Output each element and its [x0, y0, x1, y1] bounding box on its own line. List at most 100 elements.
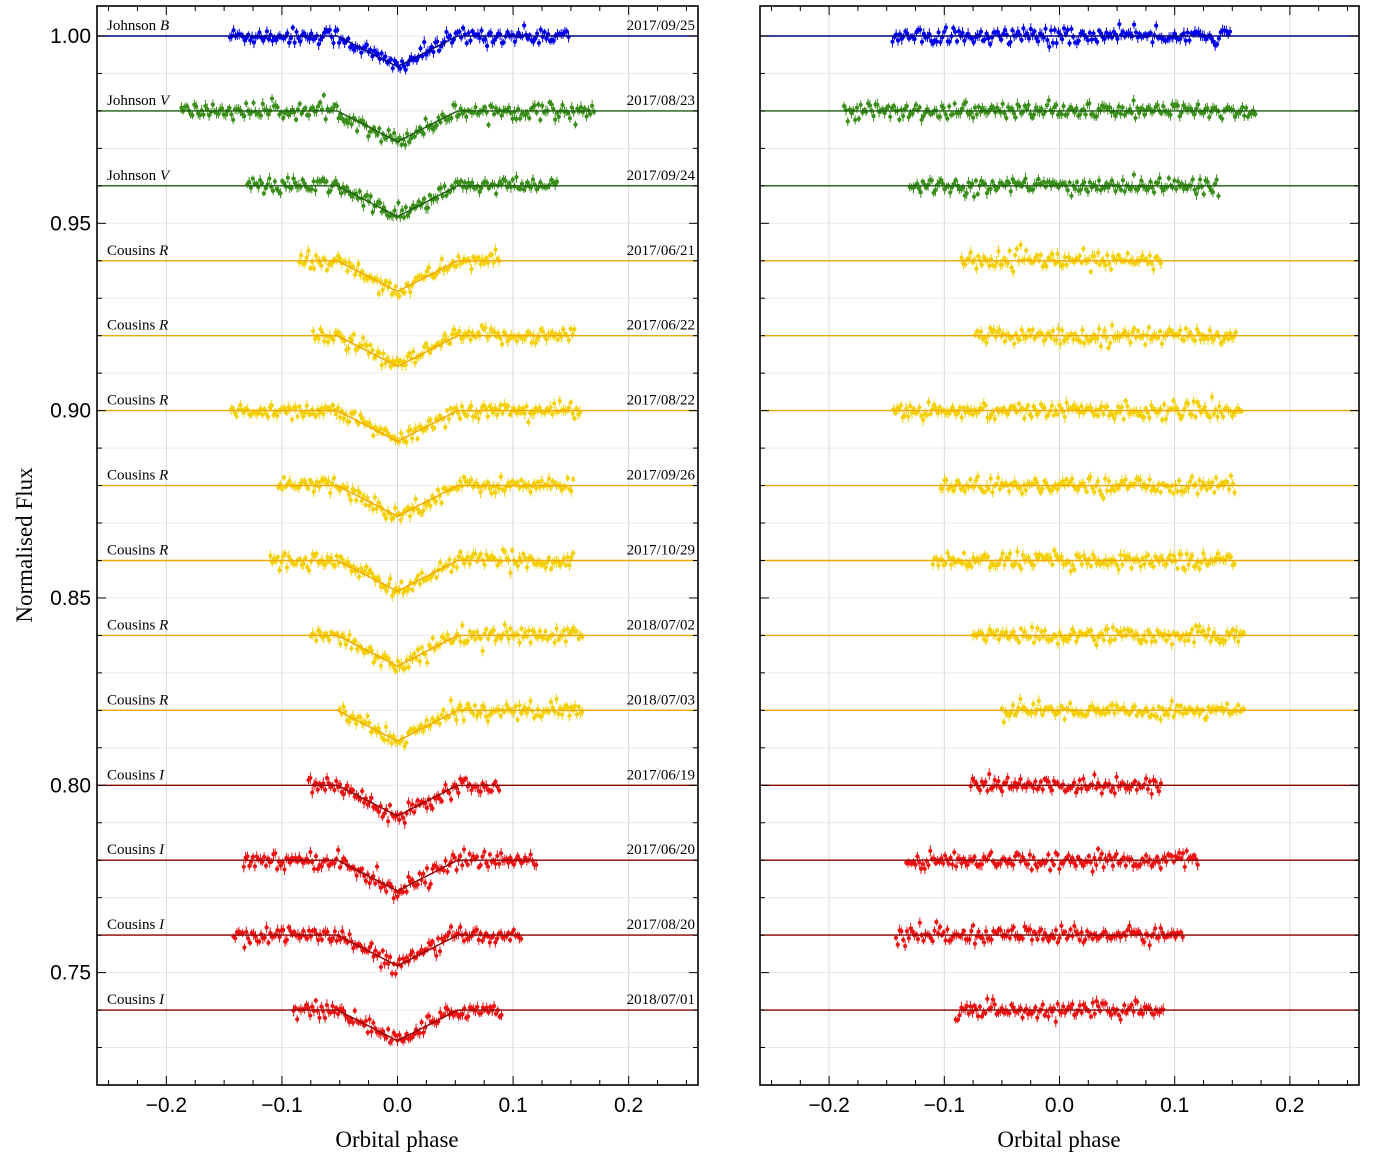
data-point — [574, 712, 579, 717]
data-point — [1032, 29, 1037, 34]
data-point — [554, 697, 559, 702]
data-point — [936, 30, 941, 35]
data-point — [447, 790, 452, 795]
data-point — [472, 414, 477, 419]
data-point — [415, 647, 421, 652]
data-point — [480, 938, 485, 944]
data-point — [285, 31, 290, 36]
data-point — [508, 570, 513, 575]
data-point — [460, 1012, 465, 1017]
data-point — [533, 36, 538, 41]
data-point — [299, 111, 304, 116]
data-point — [419, 723, 424, 728]
data-point — [383, 724, 389, 730]
data-point — [442, 332, 447, 337]
data-point — [485, 480, 491, 485]
data-point — [491, 410, 496, 415]
data-point — [296, 485, 301, 490]
data-point — [493, 105, 499, 111]
data-point — [275, 554, 280, 560]
data-point — [478, 931, 483, 936]
data-point — [287, 40, 292, 45]
data-point — [331, 475, 337, 481]
data-point — [478, 862, 483, 868]
data-point — [373, 425, 378, 430]
data-point — [289, 417, 295, 422]
data-point — [495, 936, 500, 941]
data-point — [416, 199, 421, 204]
data-point — [954, 39, 960, 44]
data-point — [256, 411, 261, 416]
data-point — [275, 105, 280, 110]
data-point — [369, 795, 374, 801]
data-point — [426, 500, 431, 506]
data-point — [406, 800, 411, 805]
data-point — [261, 191, 266, 196]
data-point — [415, 573, 421, 578]
data-point — [410, 877, 415, 882]
data-point — [384, 427, 389, 433]
data-point — [336, 40, 342, 45]
data-point — [486, 1010, 491, 1015]
data-point — [365, 495, 370, 501]
data-point — [1047, 44, 1052, 50]
observation-date: 2017/09/24 — [627, 168, 696, 184]
data-point — [390, 358, 395, 364]
data-point — [1150, 40, 1155, 45]
filter-name: V — [160, 168, 171, 184]
data-point — [250, 176, 255, 181]
data-point — [1224, 28, 1229, 34]
data-point — [565, 705, 570, 710]
data-point — [327, 637, 332, 643]
data-point — [437, 949, 443, 954]
data-point — [516, 30, 521, 35]
data-point — [512, 39, 517, 44]
data-point — [482, 849, 487, 854]
data-point — [564, 29, 569, 34]
data-point — [330, 403, 335, 408]
data-point — [422, 196, 427, 201]
data-point — [384, 589, 389, 594]
data-point — [521, 187, 526, 192]
data-point — [331, 337, 336, 343]
data-point — [461, 718, 466, 723]
data-point — [378, 426, 383, 432]
data-point — [521, 635, 526, 640]
data-point — [471, 630, 476, 635]
data-point — [456, 112, 462, 118]
data-point — [311, 489, 316, 494]
data-point — [538, 27, 543, 32]
data-point — [434, 575, 439, 580]
data-point — [389, 971, 395, 976]
data-point — [391, 589, 397, 595]
data-point — [406, 874, 411, 879]
data-point — [492, 329, 497, 335]
data-point — [498, 851, 504, 856]
data-point — [448, 797, 454, 802]
data-point — [359, 50, 364, 55]
data-point — [284, 937, 289, 942]
data-point — [891, 103, 896, 109]
data-point — [245, 854, 250, 859]
data-point — [284, 410, 289, 416]
data-point — [244, 35, 249, 40]
band-label: Johnson V — [107, 168, 171, 184]
data-point — [520, 406, 525, 411]
series-points — [841, 94, 1258, 126]
data-point — [521, 551, 526, 556]
data-point — [295, 414, 300, 419]
data-point — [1025, 31, 1030, 36]
data-point — [383, 54, 388, 59]
data-point — [258, 113, 264, 118]
data-point — [386, 961, 391, 966]
data-point — [438, 560, 443, 565]
data-point — [528, 489, 533, 495]
data-point — [1108, 31, 1113, 36]
data-point — [270, 38, 275, 43]
filter-name: I — [158, 992, 165, 1008]
transit-model-line — [97, 1009, 698, 1042]
data-point — [356, 574, 362, 579]
data-point — [841, 104, 847, 109]
data-point — [345, 120, 350, 125]
data-point — [1209, 36, 1214, 41]
